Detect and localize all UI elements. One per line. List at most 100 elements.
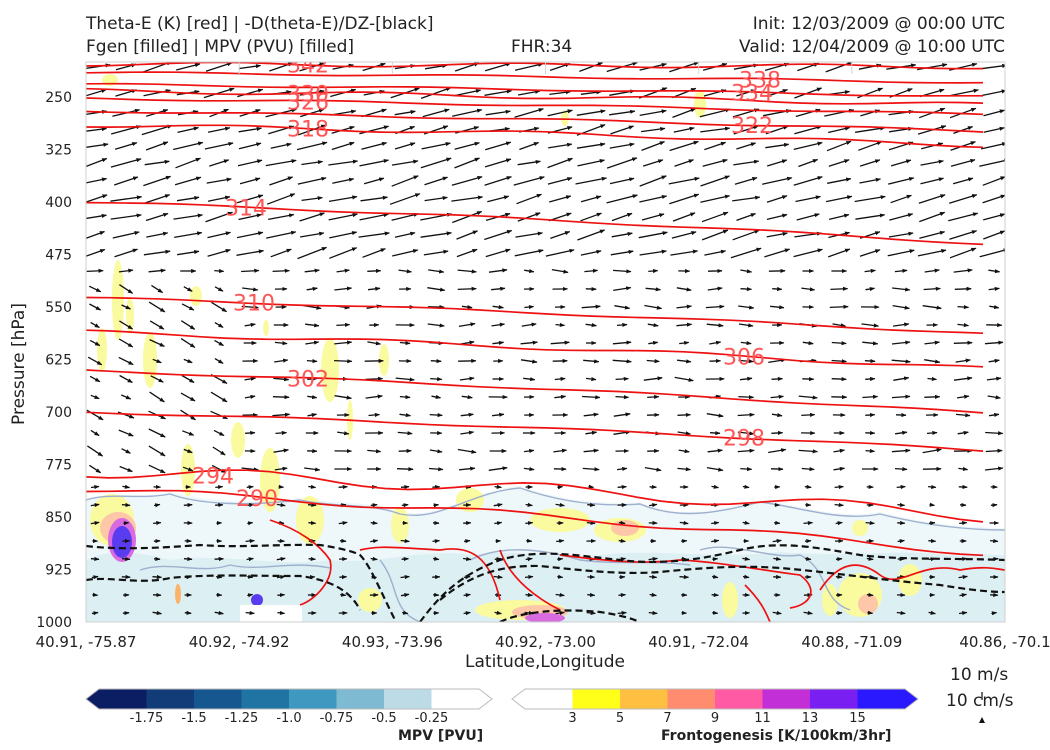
wind-vector xyxy=(705,304,725,309)
theta-e-contours xyxy=(86,62,1005,622)
wind-vector xyxy=(491,286,506,291)
wind-vector xyxy=(459,466,476,471)
wind-vector xyxy=(825,62,853,73)
wind-vector xyxy=(461,305,473,310)
wind-vector xyxy=(175,157,201,169)
wind-vector xyxy=(265,159,297,167)
wind-vector xyxy=(862,394,879,399)
wind-vector xyxy=(370,520,378,525)
wind-vector xyxy=(400,538,410,544)
wind-vector xyxy=(241,467,260,472)
wind-vector xyxy=(617,610,627,616)
wind-vector xyxy=(145,141,169,151)
wind-vector xyxy=(610,249,634,256)
colorbar-swatch xyxy=(431,689,492,709)
wind-vector xyxy=(143,249,171,256)
wind-vector xyxy=(707,448,723,453)
fgen-fill-patch xyxy=(358,588,382,612)
y-tick-label: 925 xyxy=(45,563,72,579)
wind-vector xyxy=(988,269,1001,274)
wind-vector xyxy=(86,157,108,168)
wind-vector xyxy=(90,321,100,329)
wind-vector xyxy=(214,610,224,616)
wind-vector xyxy=(301,160,324,166)
wind-vector xyxy=(700,175,730,187)
wind-vector xyxy=(834,502,844,508)
wind-vector xyxy=(181,303,195,311)
wind-vector xyxy=(214,339,224,347)
wind-vector xyxy=(770,394,784,399)
wind-vector xyxy=(421,141,451,150)
wind-vector xyxy=(827,177,852,184)
wind-vector xyxy=(709,430,721,436)
wind-vector xyxy=(454,157,480,169)
wind-vector xyxy=(983,213,1005,221)
wind-vector xyxy=(460,412,474,417)
wind-vector xyxy=(772,538,782,544)
wind-vector xyxy=(424,176,448,186)
wind-vector xyxy=(855,213,886,220)
wind-vector xyxy=(391,175,419,187)
wind-vector xyxy=(391,159,419,166)
wind-vector xyxy=(396,467,414,472)
wind-vector xyxy=(959,521,968,526)
wind-vector xyxy=(86,268,104,273)
wind-vector xyxy=(639,249,667,256)
wind-vector xyxy=(247,593,254,598)
wind-vector xyxy=(582,395,601,400)
wind-vector xyxy=(953,376,973,381)
theta-e-label: 302 xyxy=(287,368,329,393)
wind-vector xyxy=(580,90,602,95)
wind-vector xyxy=(363,177,385,185)
wind-vector xyxy=(459,376,475,381)
wind-vector xyxy=(889,213,914,221)
wind-vector xyxy=(859,249,881,257)
wind-vector xyxy=(525,502,533,507)
wind-vector xyxy=(555,610,565,616)
wind-vector xyxy=(835,521,843,526)
theta-e-contour-314 xyxy=(86,201,984,246)
wind-vector xyxy=(549,195,572,203)
header-valid-time: Valid: 12/04/2009 @ 10:00 UTC xyxy=(739,37,1005,57)
wind-vector xyxy=(144,194,171,204)
wind-vector xyxy=(297,176,327,185)
wind-vector xyxy=(297,246,327,260)
wind-vector xyxy=(176,63,201,71)
wind-vector xyxy=(579,62,604,73)
colorbar-swatch xyxy=(194,689,242,709)
wind-vector xyxy=(86,194,108,203)
wind-vector xyxy=(400,593,410,598)
wind-scale-arrow xyxy=(979,692,985,723)
theta-e-label: 326 xyxy=(287,90,329,115)
wind-vector xyxy=(677,431,691,436)
wind-vector xyxy=(613,412,631,417)
wind-vector xyxy=(924,268,940,273)
theta-e-label: 338 xyxy=(739,68,781,93)
wind-vector xyxy=(180,320,196,330)
wind-vector xyxy=(771,376,784,382)
theta-e-label: 310 xyxy=(233,292,275,317)
wind-vector xyxy=(299,231,325,238)
wind-vector xyxy=(121,502,131,508)
wind-vector xyxy=(86,177,108,184)
wind-vector xyxy=(485,248,511,258)
colorbar-swatch xyxy=(86,689,147,709)
wind-vector xyxy=(762,176,793,185)
fgen-fill-core xyxy=(112,526,132,558)
wind-vector xyxy=(926,430,938,436)
colorbar-swatch xyxy=(857,689,918,709)
wind-vector xyxy=(237,159,263,167)
wind-vector xyxy=(300,108,325,118)
theta-e-contour-302 xyxy=(86,369,984,414)
wind-vector xyxy=(182,466,194,472)
wind-vector xyxy=(519,141,540,151)
wind-vector xyxy=(736,142,757,150)
header-fhr: FHR:34 xyxy=(511,37,573,57)
wind-vector xyxy=(921,142,944,150)
wind-vector xyxy=(854,195,886,203)
wind-vector xyxy=(919,211,946,223)
wind-vector xyxy=(701,229,729,241)
theta-e-contour-fragment xyxy=(819,564,1005,591)
wind-vector xyxy=(211,301,228,313)
stability-contour xyxy=(419,544,1005,622)
